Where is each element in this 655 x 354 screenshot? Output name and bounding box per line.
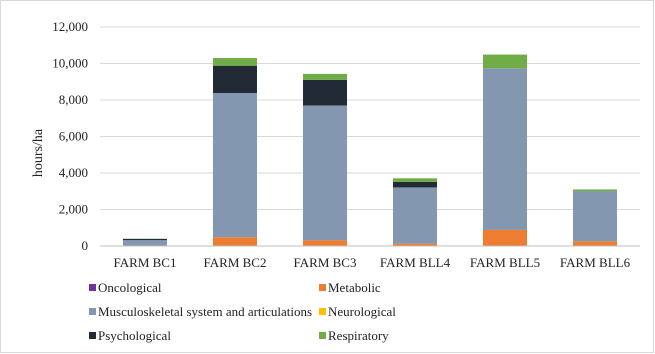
legend-entry: Metabolic bbox=[328, 280, 381, 295]
legend-entry: Respiratory bbox=[328, 328, 389, 343]
legend-swatch bbox=[89, 308, 96, 315]
x-tick-label: FARM BLL4 bbox=[380, 255, 451, 270]
legend-swatch bbox=[89, 284, 96, 291]
bar-segment bbox=[393, 243, 437, 246]
legend-entry: Musculoskeletal system and articulations bbox=[98, 304, 312, 319]
bar-segment bbox=[573, 241, 617, 246]
y-tick-label: 10,000 bbox=[52, 56, 88, 71]
x-tick-label: FARM BC2 bbox=[204, 255, 267, 270]
y-tick-label: 6,000 bbox=[59, 129, 88, 144]
legend-entry: Oncological bbox=[98, 280, 162, 295]
bar-segment bbox=[303, 73, 347, 80]
bar-segment bbox=[213, 65, 257, 94]
y-tick-label: 12,000 bbox=[52, 19, 88, 34]
bar-segment bbox=[213, 58, 257, 66]
bar-segment bbox=[303, 105, 347, 241]
y-tick-label: 4,000 bbox=[59, 165, 88, 180]
bar-segment bbox=[213, 93, 257, 238]
y-tick-label: 0 bbox=[82, 238, 89, 253]
bar-segment bbox=[573, 189, 617, 192]
axes: 0 2,000 4,000 6,000 8,000 10,000 12,000 FARM BC… bbox=[52, 19, 640, 270]
bar-segment bbox=[393, 178, 437, 182]
bar-segment bbox=[123, 238, 167, 241]
y-tick-label: 8,000 bbox=[59, 92, 88, 107]
legend-swatch bbox=[89, 332, 96, 339]
bar-segment bbox=[303, 240, 347, 246]
bar-segment bbox=[393, 181, 437, 188]
legend-swatch bbox=[319, 284, 326, 291]
legend-entry: Neurological bbox=[328, 304, 396, 319]
bar-segment bbox=[393, 187, 437, 244]
bar-segment bbox=[123, 240, 167, 246]
y-axis-label: hours/ha bbox=[31, 128, 46, 177]
x-tick-label: FARM BLL6 bbox=[560, 255, 631, 270]
bar-segment bbox=[573, 191, 617, 242]
bar-segment bbox=[213, 237, 257, 246]
legend-entry: Psychological bbox=[98, 328, 171, 343]
bars bbox=[123, 54, 617, 246]
bar-segment bbox=[303, 79, 347, 106]
bar-segment bbox=[483, 54, 527, 69]
bar-segment bbox=[483, 229, 527, 246]
y-tick-label: 2,000 bbox=[59, 202, 88, 217]
legend-swatch bbox=[319, 332, 326, 339]
legend: Oncological Metabolic Musculoskeletal syst… bbox=[89, 280, 396, 343]
x-tick-label: FARM BLL5 bbox=[470, 255, 540, 270]
x-tick-label: FARM BC3 bbox=[294, 255, 357, 270]
x-tick-label: FARM BC1 bbox=[114, 255, 177, 270]
legend-swatch bbox=[319, 308, 326, 315]
gridlines bbox=[100, 26, 640, 210]
bar-segment bbox=[483, 68, 527, 230]
